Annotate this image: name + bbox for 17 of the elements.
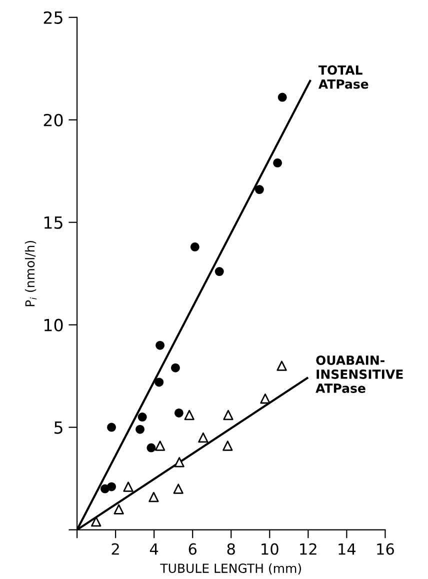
x-tick-label: 8 [227,543,235,555]
annotation: TOTAL ATPase [318,65,368,89]
x-tick-label: 12 [300,543,316,555]
y-axis-title: P$_{i}$ (nmol/h) [24,240,37,306]
x-tick-label: 6 [188,543,196,555]
x-tick-label: 10 [262,543,278,555]
y-tick-label: 20 [44,114,63,126]
x-tick-label: 16 [377,543,394,555]
y-tick-label: 15 [44,216,62,229]
x-tick-label: 14 [338,543,356,555]
y-tick-label: 5 [54,421,62,434]
y-tick-label: 25 [44,11,62,24]
x-axis-title: TUBULE LENGTH (mm) [160,563,301,574]
x-tick-label: 4 [150,543,158,555]
x-tick-label: 2 [112,543,119,555]
y-tick-label: 10 [44,318,63,332]
annotation: OUABAIN- INSENSITIVE ATPase [316,356,403,393]
